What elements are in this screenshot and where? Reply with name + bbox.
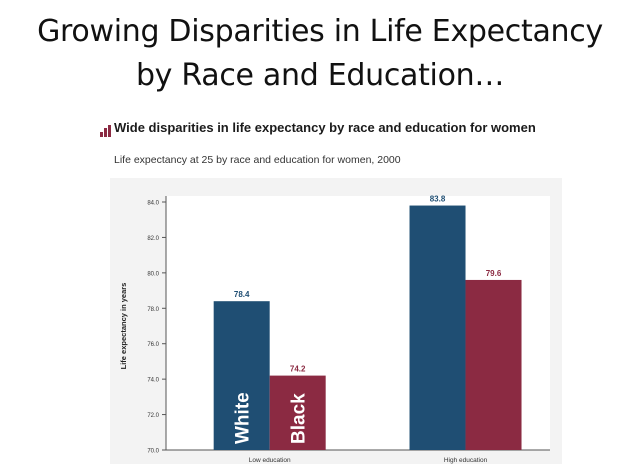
bar-black [465,279,522,450]
chart-subtitle: Life expectancy at 25 by race and educat… [114,154,401,166]
data-label: 83.8 [430,195,446,204]
bar-chart-icon [100,125,111,137]
bar-series-label: Black [289,393,310,444]
chart-card: Wide disparities in life expectancy by r… [92,118,562,464]
y-tick-label: 72.0 [147,413,159,419]
y-axis-label: Life expectancy in years [119,283,128,370]
data-label: 78.4 [234,290,250,299]
bar-chart: 70.0 72.0 74.0 76.0 78.0 80.0 82.0 84.0 Life exp… [119,195,550,464]
chart-title: Wide disparities in life expectancy by r… [114,120,536,135]
bar-series-label: White [233,392,254,444]
y-tick-label: 80.0 [147,271,159,277]
y-tick-label: 74.0 [147,378,159,384]
y-tick-label: 70.0 [147,449,159,455]
x-tick-label: High education [444,457,488,464]
y-tick-label: 76.0 [147,342,159,348]
bar-white [409,205,466,450]
slide-title-line-2: by Race and Education… [135,58,505,93]
slide-title: Growing Disparities in Life Expectancy b… [0,10,640,98]
y-tick-label: 84.0 [147,201,159,207]
y-tick-label: 78.0 [147,307,159,313]
data-label: 74.2 [290,365,306,374]
data-label: 79.6 [486,269,502,278]
x-tick-label: Low education [249,457,291,464]
y-tick-label: 82.0 [147,236,159,242]
slide-title-line-1: Growing Disparities in Life Expectancy [37,14,603,49]
bar-black [269,375,326,450]
plot-frame: 70.0 72.0 74.0 76.0 78.0 80.0 82.0 84.0 Life exp… [110,178,562,464]
bar-white [213,301,270,450]
